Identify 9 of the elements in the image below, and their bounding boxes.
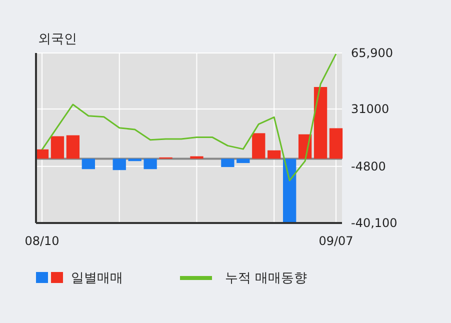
y-tick-label: 31000	[351, 102, 390, 116]
legend-label: 일별매매	[71, 271, 123, 286]
x-tick-label: 09/07	[318, 234, 354, 248]
x-tick-label: 08/10	[24, 234, 60, 248]
y-tick-label: -40,100	[351, 216, 398, 230]
chart-title: 외국인	[38, 32, 77, 47]
y-tick-label: 65,900	[351, 46, 393, 60]
y-tick-label: -4800	[351, 159, 386, 174]
legend-label: 누적 매매동향	[225, 271, 308, 286]
